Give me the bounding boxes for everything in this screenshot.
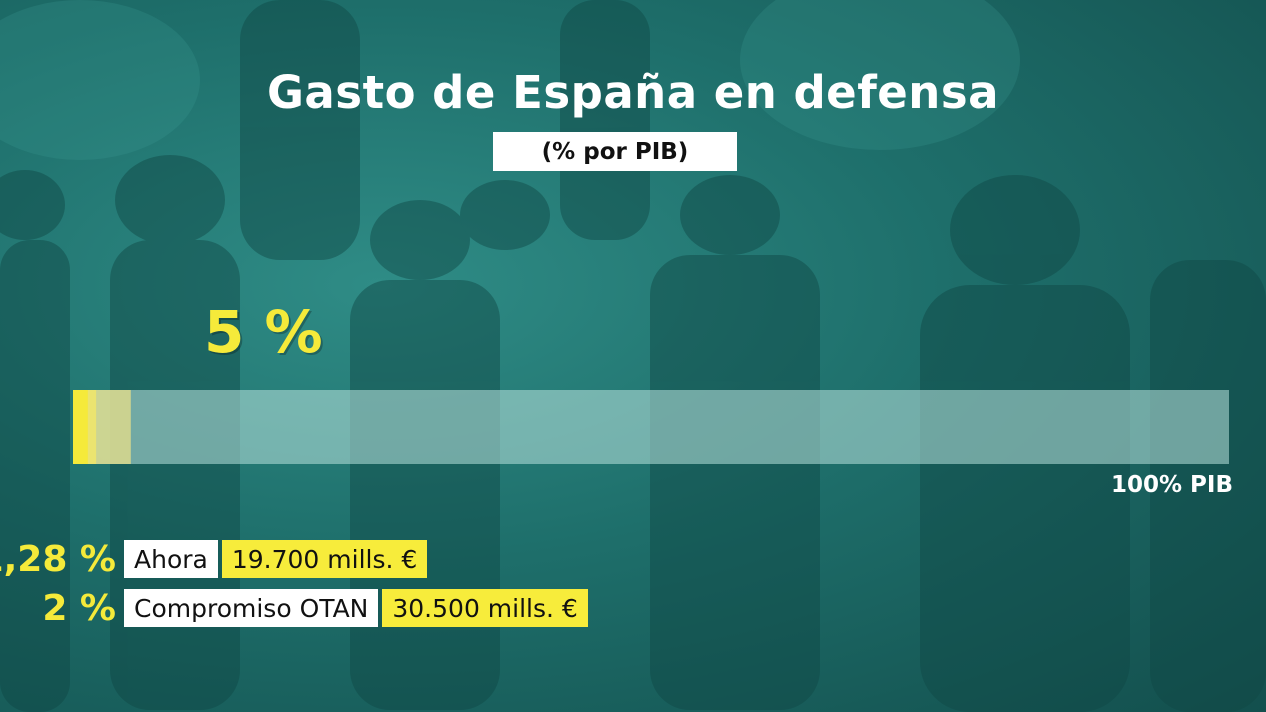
- progress-bar-chart: [73, 390, 1229, 464]
- row-label: Ahora: [124, 540, 218, 578]
- row-amount: 30.500 mills. €: [382, 589, 588, 627]
- row-percent: 2 %: [42, 587, 116, 629]
- legend-row-current: 1,28 % Ahora 19.700 mills. €: [0, 538, 428, 580]
- headline-percent: 5 %: [204, 298, 323, 366]
- chart-subtitle: (% por PIB): [493, 132, 737, 171]
- bar-track: [73, 390, 1229, 464]
- row-percent: 1,28 %: [0, 538, 116, 580]
- max-label: 100% PIB: [1110, 472, 1233, 498]
- chart-title: Gasto de España en defensa: [267, 66, 999, 119]
- legend-row-nato: 2 % Compromiso OTAN 30.500 mills. €: [0, 587, 588, 629]
- row-amount: 19.700 mills. €: [221, 540, 428, 578]
- bar-segment: [73, 390, 88, 464]
- row-label: Compromiso OTAN: [124, 589, 379, 627]
